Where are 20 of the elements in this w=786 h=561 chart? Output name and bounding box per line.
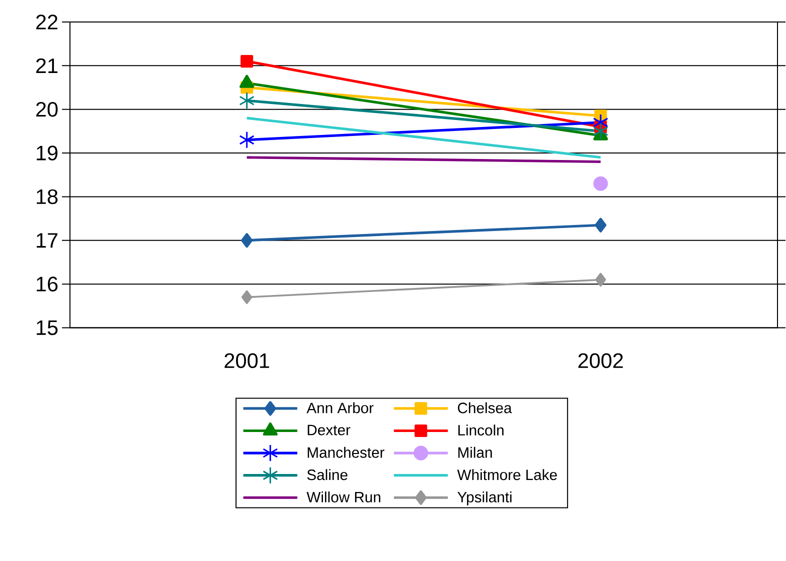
legend-label: Saline	[307, 469, 348, 480]
legend-label: Lincoln	[458, 424, 504, 436]
y-tick-label: 18	[36, 190, 58, 204]
y-tick-label: 20	[36, 102, 58, 117]
legend-label: Ann Arbor	[306, 402, 374, 414]
x-tick-label: 2002	[578, 353, 623, 368]
legend-label: Milan	[458, 447, 492, 458]
legend-label: Chelsea	[458, 402, 512, 414]
y-tick-label: 21	[36, 58, 58, 74]
legend-label: Whitmore Lake	[457, 469, 557, 480]
y-tick-label: 19	[36, 146, 58, 161]
legend-label: Willow Run	[306, 492, 380, 503]
legend-label: Ypsilanti	[457, 492, 512, 506]
y-tick-label: 15	[36, 320, 58, 336]
legend-label: Manchester	[308, 447, 384, 458]
y-tick-label: 22	[36, 14, 58, 30]
y-tick-label: 16	[36, 276, 58, 292]
legend-label: Dexter	[308, 425, 350, 436]
x-tick-label: 2001	[224, 353, 270, 368]
y-tick-label: 17	[36, 233, 58, 248]
